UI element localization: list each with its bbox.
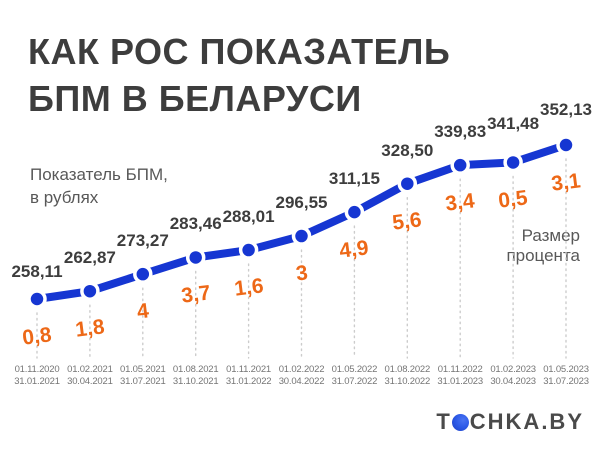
date-end: 30.04.2022: [278, 375, 325, 387]
data-point: [344, 202, 365, 222]
date-range-label: 01.05.2023 31.07.2023: [543, 364, 589, 387]
date-end: 31.01.2021: [14, 375, 60, 387]
data-point: [556, 135, 576, 155]
date-end: 31.01.2022: [225, 375, 272, 387]
data-point: [397, 173, 418, 194]
value-label: 339,83: [434, 122, 487, 142]
date-end: 31.07.2022: [331, 375, 378, 387]
percent-label: 4,9: [338, 236, 371, 263]
date-range-label: 01.08.2022 31.10.2022: [385, 364, 431, 387]
percent-label: 1,6: [232, 274, 265, 301]
title-line-1: КАК РОС ПОКАЗАТЕЛЬ: [28, 31, 451, 72]
y-axis-label: Показатель БПМ, в рублях: [30, 163, 168, 209]
date-start: 01.02.2022: [278, 364, 325, 375]
value-label: 328,50: [381, 140, 434, 160]
data-point: [503, 152, 523, 173]
date-end: 30.04.2023: [490, 375, 536, 387]
date-end: 31.07.2023: [543, 375, 589, 387]
date-range-label: 01.02.2023 30.04.2023: [490, 364, 536, 387]
date-range-label: 01.11.2020 31.01.2021: [14, 364, 60, 387]
percent-label: 0,8: [21, 323, 53, 350]
value-label: 311,15: [328, 169, 380, 189]
value-label: 283,46: [169, 214, 222, 234]
data-point: [133, 264, 153, 284]
logo-text-suffix: CHKA.BY: [469, 409, 584, 434]
data-point: [450, 155, 470, 175]
date-start: 01.11.2022: [437, 364, 483, 375]
value-label: 258,11: [11, 262, 63, 281]
date-range-label: 01.05.2021 31.07.2021: [120, 364, 166, 387]
date-start: 01.11.2020: [14, 364, 60, 375]
date-end: 30.04.2021: [67, 375, 113, 387]
value-label: 273,27: [116, 231, 169, 251]
value-label: 341,48: [487, 114, 540, 134]
date-range-label: 01.02.2021 30.04.2021: [67, 364, 113, 387]
percent-label: 3: [294, 261, 309, 286]
tochka-logo: T CHKA.BY: [436, 409, 584, 435]
data-point: [185, 247, 206, 268]
date-start: 01.11.2021: [226, 364, 272, 375]
date-end: 31.07.2021: [120, 375, 166, 387]
value-label: 352,13: [540, 100, 592, 119]
date-range-label: 01.05.2022 31.07.2022: [332, 364, 378, 387]
logo-text-prefix: T: [436, 409, 452, 434]
data-point: [80, 281, 100, 301]
date-start: 01.02.2021: [67, 364, 113, 375]
value-label: 288,01: [222, 207, 275, 227]
date-range-label: 01.11.2022 31.01.2023: [437, 364, 483, 387]
date-start: 01.08.2021: [172, 364, 219, 375]
date-start: 01.08.2022: [384, 364, 431, 375]
y-axis-label-line-1: Показатель БПМ,: [30, 165, 168, 184]
value-label: 262,87: [63, 248, 116, 268]
blue-dot-icon: [451, 413, 469, 431]
percent-axis-label-line-2: процента: [506, 246, 580, 265]
date-start: 01.02.2023: [490, 364, 536, 375]
date-range-label: 01.08.2021 31.10.2021: [173, 364, 219, 387]
data-point: [238, 240, 259, 260]
y-axis-label-line-2: в рублях: [30, 188, 99, 207]
date-start: 01.05.2021: [120, 364, 166, 375]
date-end: 31.10.2021: [172, 375, 219, 387]
percent-label: 1,8: [73, 315, 106, 342]
percent-label: 0,5: [497, 186, 529, 214]
date-start: 01.05.2022: [331, 364, 378, 375]
date-range-label: 01.02.2022 30.04.2022: [279, 364, 325, 387]
value-label: 296,55: [275, 193, 328, 213]
percent-label: 3,4: [444, 189, 477, 216]
percent-label: 3,7: [179, 281, 212, 309]
title-line-2: БПМ В БЕЛАРУСИ: [28, 78, 362, 119]
percent-label: 5,6: [391, 208, 424, 235]
date-start: 01.05.2023: [543, 364, 589, 375]
percent-label: 4: [135, 299, 150, 324]
data-point: [291, 226, 312, 246]
page-title: КАК РОС ПОКАЗАТЕЛЬ БПМ В БЕЛАРУСИ: [28, 28, 450, 122]
date-end: 31.10.2022: [384, 375, 431, 387]
date-end: 31.01.2023: [437, 375, 483, 387]
date-range-label: 01.11.2021 31.01.2022: [226, 364, 272, 387]
percent-label: 3,1: [550, 169, 582, 196]
data-point: [27, 289, 47, 309]
